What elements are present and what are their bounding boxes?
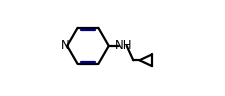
Text: NH: NH (115, 39, 132, 52)
Text: N: N (61, 39, 70, 52)
